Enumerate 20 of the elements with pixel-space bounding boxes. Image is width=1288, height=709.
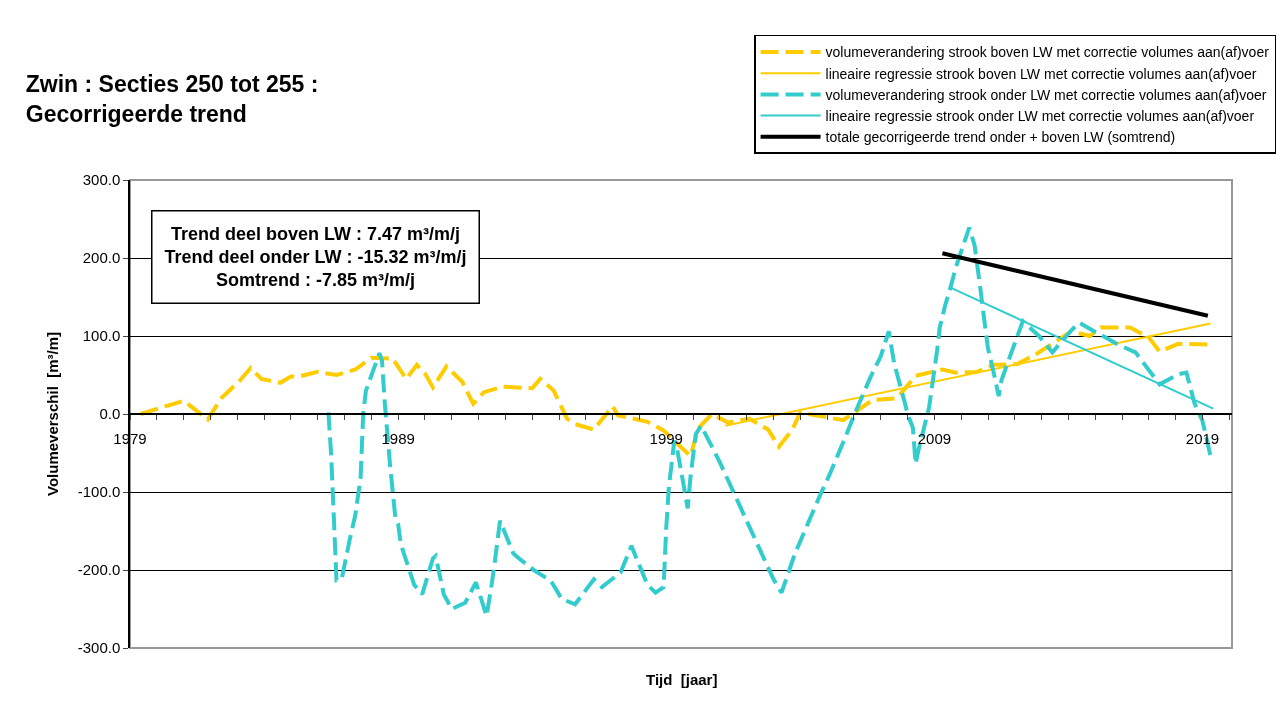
y-tick-label: -300.0 — [77, 639, 121, 657]
x-axis-title: Tijd [jaar] — [646, 671, 718, 688]
legend-label: volumeverandering strook onder LW met correctie volumes aan(af)voer — [825, 86, 1267, 103]
legend-label: totale gecorrigeerde trend onder + boven LW (somtrend) — [825, 129, 1176, 146]
y-tick-label: 300.0 — [82, 171, 121, 189]
legend-label: lineaire regressie strook boven LW met correctie volumes aan(af)voer — [825, 65, 1257, 82]
x-tick-label: 1989 — [381, 429, 415, 447]
y-tick-label: 200.0 — [82, 249, 121, 267]
y-tick-label: 100.0 — [82, 327, 121, 345]
y-tick-label: -200.0 — [77, 561, 121, 579]
legend-label: volumeverandering strook boven LW met correctie volumes aan(af)voer — [825, 44, 1270, 61]
chart-title: Zwin : Secties 250 tot 255 : Gecorrigeerde trend — [25, 71, 319, 128]
annotation: Trend deel boven LW : 7.47 m³/m/j Trend deel onder LW : -15.32 m³/m/j Somtrend : -7.85 m³/m/j — [164, 223, 467, 291]
y-tick-label: -100.0 — [77, 483, 121, 501]
y-axis-title: Volumeverschil [m³/m] — [44, 332, 62, 496]
legend-label: lineaire regressie strook onder LW met correctie volumes aan(af)voer — [825, 108, 1255, 125]
x-tick-label: 2009 — [917, 429, 952, 447]
x-tick-label: 1999 — [649, 429, 683, 447]
y-tick-label: 0.0 — [99, 405, 121, 423]
x-tick-label: 2019 — [1185, 429, 1220, 447]
